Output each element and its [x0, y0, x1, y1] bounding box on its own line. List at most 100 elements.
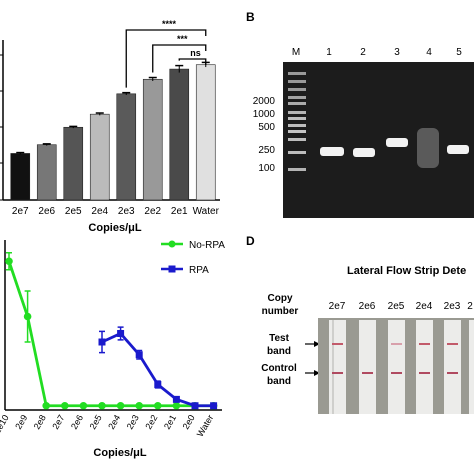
panel-d-lateral-flow: D Lateral Flow Strip Dete Copy number 2e7… [246, 234, 474, 414]
lane-label-2: 2 [360, 47, 366, 58]
point-rpa-water [210, 402, 218, 410]
strips [329, 320, 474, 414]
significance-label-2e1: ns [190, 48, 201, 58]
bar-2e1 [169, 68, 190, 201]
gel-lane-labels: M 1 2 3 4 5 [292, 47, 462, 58]
ladder-label-2000: 2000 [253, 96, 276, 107]
line-no-rpa [7, 260, 214, 408]
line-tick-label-2e5: 2e5 [88, 413, 104, 431]
strip-label-2e5: 2e5 [388, 301, 405, 312]
band-lane-1 [320, 147, 344, 156]
legend-label-rpa: RPA [189, 265, 209, 276]
bar-2e7 [10, 153, 31, 201]
significance-bracket-2e2 [152, 44, 207, 73]
bar-water [195, 64, 216, 201]
point-no-rpa-2e4 [116, 401, 125, 410]
point-rpa-2e1 [172, 395, 180, 403]
gel-image [283, 62, 474, 218]
test-line-2e3 [447, 343, 458, 345]
significance-label-2e2: *** [177, 34, 188, 44]
test-band-arrow-head [314, 341, 320, 347]
strip-label-2e6: 2e6 [359, 301, 376, 312]
bar-tick-label-2e6: 2e6 [38, 206, 55, 217]
ladder-label-1000: 1000 [253, 109, 276, 120]
line-tick-label-2e9: 2e9 [13, 413, 29, 431]
strip-2e3 [444, 320, 461, 414]
bar-tick-label-2e5: 2e5 [65, 206, 82, 217]
lane-label-5: 5 [456, 47, 462, 58]
line-chart-x-label: Copies/μL [93, 447, 146, 459]
ladder-size-labels: 2000 1000 500 250 100 [253, 96, 276, 174]
strip-2e6 [359, 320, 376, 414]
point-no-rpa-2e7 [61, 401, 69, 410]
band-lane-4 [417, 128, 439, 168]
bar-tick-label-2e3: 2e3 [118, 206, 135, 217]
line-tick-label-2e10: 2e10 [0, 413, 11, 435]
strip-label-partial: 2 [467, 301, 473, 312]
control-line-2e5 [391, 372, 402, 374]
strip-column-labels: 2e7 2e6 2e5 2e4 2e3 2 [329, 301, 474, 312]
point-no-rpa-2e3 [135, 401, 143, 410]
strip-2e7 [329, 320, 346, 414]
bar-chart-x-label: Copies/μL [88, 222, 141, 234]
panel-b-gel: B M 1 2 3 4 5 2000 1000 500 250 100 [246, 10, 474, 218]
bar-tick-label-2e7: 2e7 [12, 206, 29, 217]
panel-a-bar-chart: 2e7 2e6 2e5 2e4 2e3 2e2 2e1 Water Copies/μL ***… [0, 19, 220, 234]
test-line-2e5 [391, 343, 402, 345]
strip-2e4 [416, 320, 433, 414]
band-lane-2 [353, 148, 375, 157]
point-rpa-2e0 [191, 402, 199, 410]
point-no-rpa-2e10 [5, 257, 13, 266]
lane-label-4: 4 [426, 47, 432, 58]
ladder-label-100: 100 [258, 163, 275, 174]
line-chart-legend: No-RPA RPA [161, 240, 225, 276]
line-tick-label-2e4: 2e4 [106, 413, 122, 431]
point-rpa-2e4 [117, 330, 125, 337]
lateral-flow-title: Lateral Flow Strip Dete [347, 265, 466, 277]
bar-chart-x-tick-labels: 2e7 2e6 2e5 2e4 2e3 2e2 2e1 Water [12, 206, 220, 217]
legend-marker-no-rpa [168, 240, 176, 248]
panel-c-line-chart: 2e10 2e9 2e8 2e7 2e6 2e5 2e4 2e3 2e2 2e1 2e0Water … [0, 240, 225, 459]
bar-tick-label-2e1: 2e1 [171, 206, 188, 217]
control-band-label: Control band [261, 363, 297, 387]
bar-2e6 [36, 144, 57, 201]
strip-partial [469, 320, 474, 414]
strip-label-2e7: 2e7 [329, 301, 346, 312]
strip-label-2e4: 2e4 [416, 301, 433, 312]
line-tick-label-2e3: 2e3 [125, 413, 141, 431]
bar-2e5 [63, 126, 84, 201]
panel-label-d: D [246, 234, 255, 248]
significance-label-2e3: **** [162, 19, 177, 29]
bar-2e3 [116, 93, 137, 201]
control-line-2e7 [332, 372, 343, 374]
point-no-rpa-2e2 [154, 401, 162, 410]
point-no-rpa-2e8 [42, 401, 50, 410]
point-no-rpa-2e5 [98, 401, 106, 410]
point-no-rpa-2e9 [23, 312, 32, 321]
significance-brackets: *******ns [125, 19, 207, 88]
lane-label-3: 3 [394, 47, 400, 58]
panel-label-b: B [246, 10, 255, 24]
lane-label-m: M [292, 47, 300, 58]
band-lane-5 [447, 145, 469, 154]
test-line-2e4 [419, 343, 430, 345]
bar-chart-y-ticks [0, 54, 3, 201]
test-line-2e7 [332, 343, 343, 345]
ladder-label-500: 500 [258, 122, 275, 133]
legend-marker-rpa [168, 265, 176, 273]
bar-2e4 [89, 113, 110, 201]
bar-tick-label-2e4: 2e4 [91, 206, 108, 217]
legend-label-no-rpa: No-RPA [189, 240, 225, 251]
point-rpa-2e2 [154, 381, 162, 388]
line-tick-label-2e1: 2e1 [162, 413, 178, 431]
control-line-2e4 [419, 372, 430, 374]
control-line-2e6 [362, 372, 373, 374]
control-band-arrow-head [314, 370, 320, 376]
copy-number-header: Copy number [262, 293, 299, 317]
strip-label-2e3: 2e3 [444, 301, 461, 312]
bar-tick-label-water: Water [193, 206, 220, 217]
control-line-2e3 [447, 372, 458, 374]
strip-2e5 [388, 320, 405, 414]
bar-tick-label-2e2: 2e2 [144, 206, 161, 217]
